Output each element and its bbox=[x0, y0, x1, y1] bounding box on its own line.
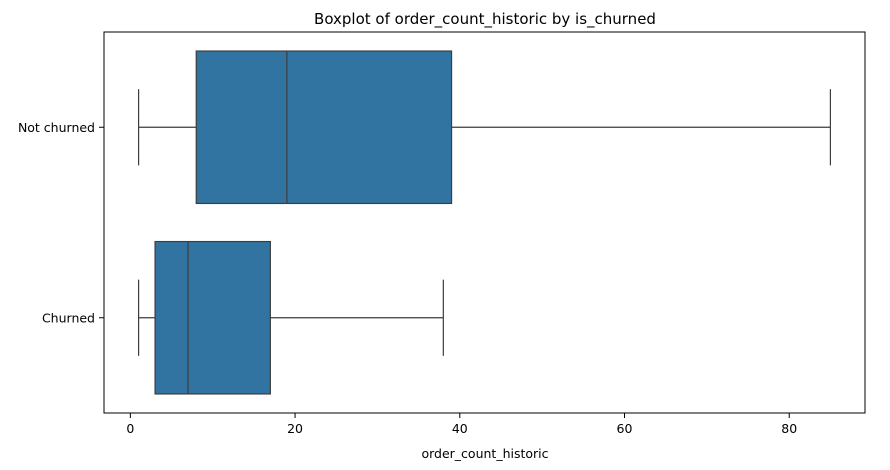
y-tick-label: Not churned bbox=[18, 120, 95, 135]
x-tick-label: 40 bbox=[452, 421, 468, 436]
box-group-churned bbox=[137, 240, 444, 395]
boxes-layer bbox=[137, 50, 832, 395]
box-group-not-churned bbox=[137, 50, 832, 205]
box-not-churned bbox=[195, 50, 453, 205]
x-axis: 0 20 40 60 80 bbox=[126, 413, 797, 436]
chart-title: Boxplot of order_count_historic by is_ch… bbox=[314, 10, 656, 29]
y-tick-label: Churned bbox=[42, 310, 95, 325]
y-axis: Not churned Churned bbox=[18, 120, 104, 325]
x-tick-label: 60 bbox=[617, 421, 633, 436]
box-churned bbox=[154, 240, 271, 395]
plot-frame bbox=[103, 31, 866, 414]
x-tick-label: 80 bbox=[781, 421, 797, 436]
x-axis-label: order_count_historic bbox=[421, 446, 548, 461]
x-tick-label: 20 bbox=[287, 421, 303, 436]
x-tick-label: 0 bbox=[126, 421, 134, 436]
